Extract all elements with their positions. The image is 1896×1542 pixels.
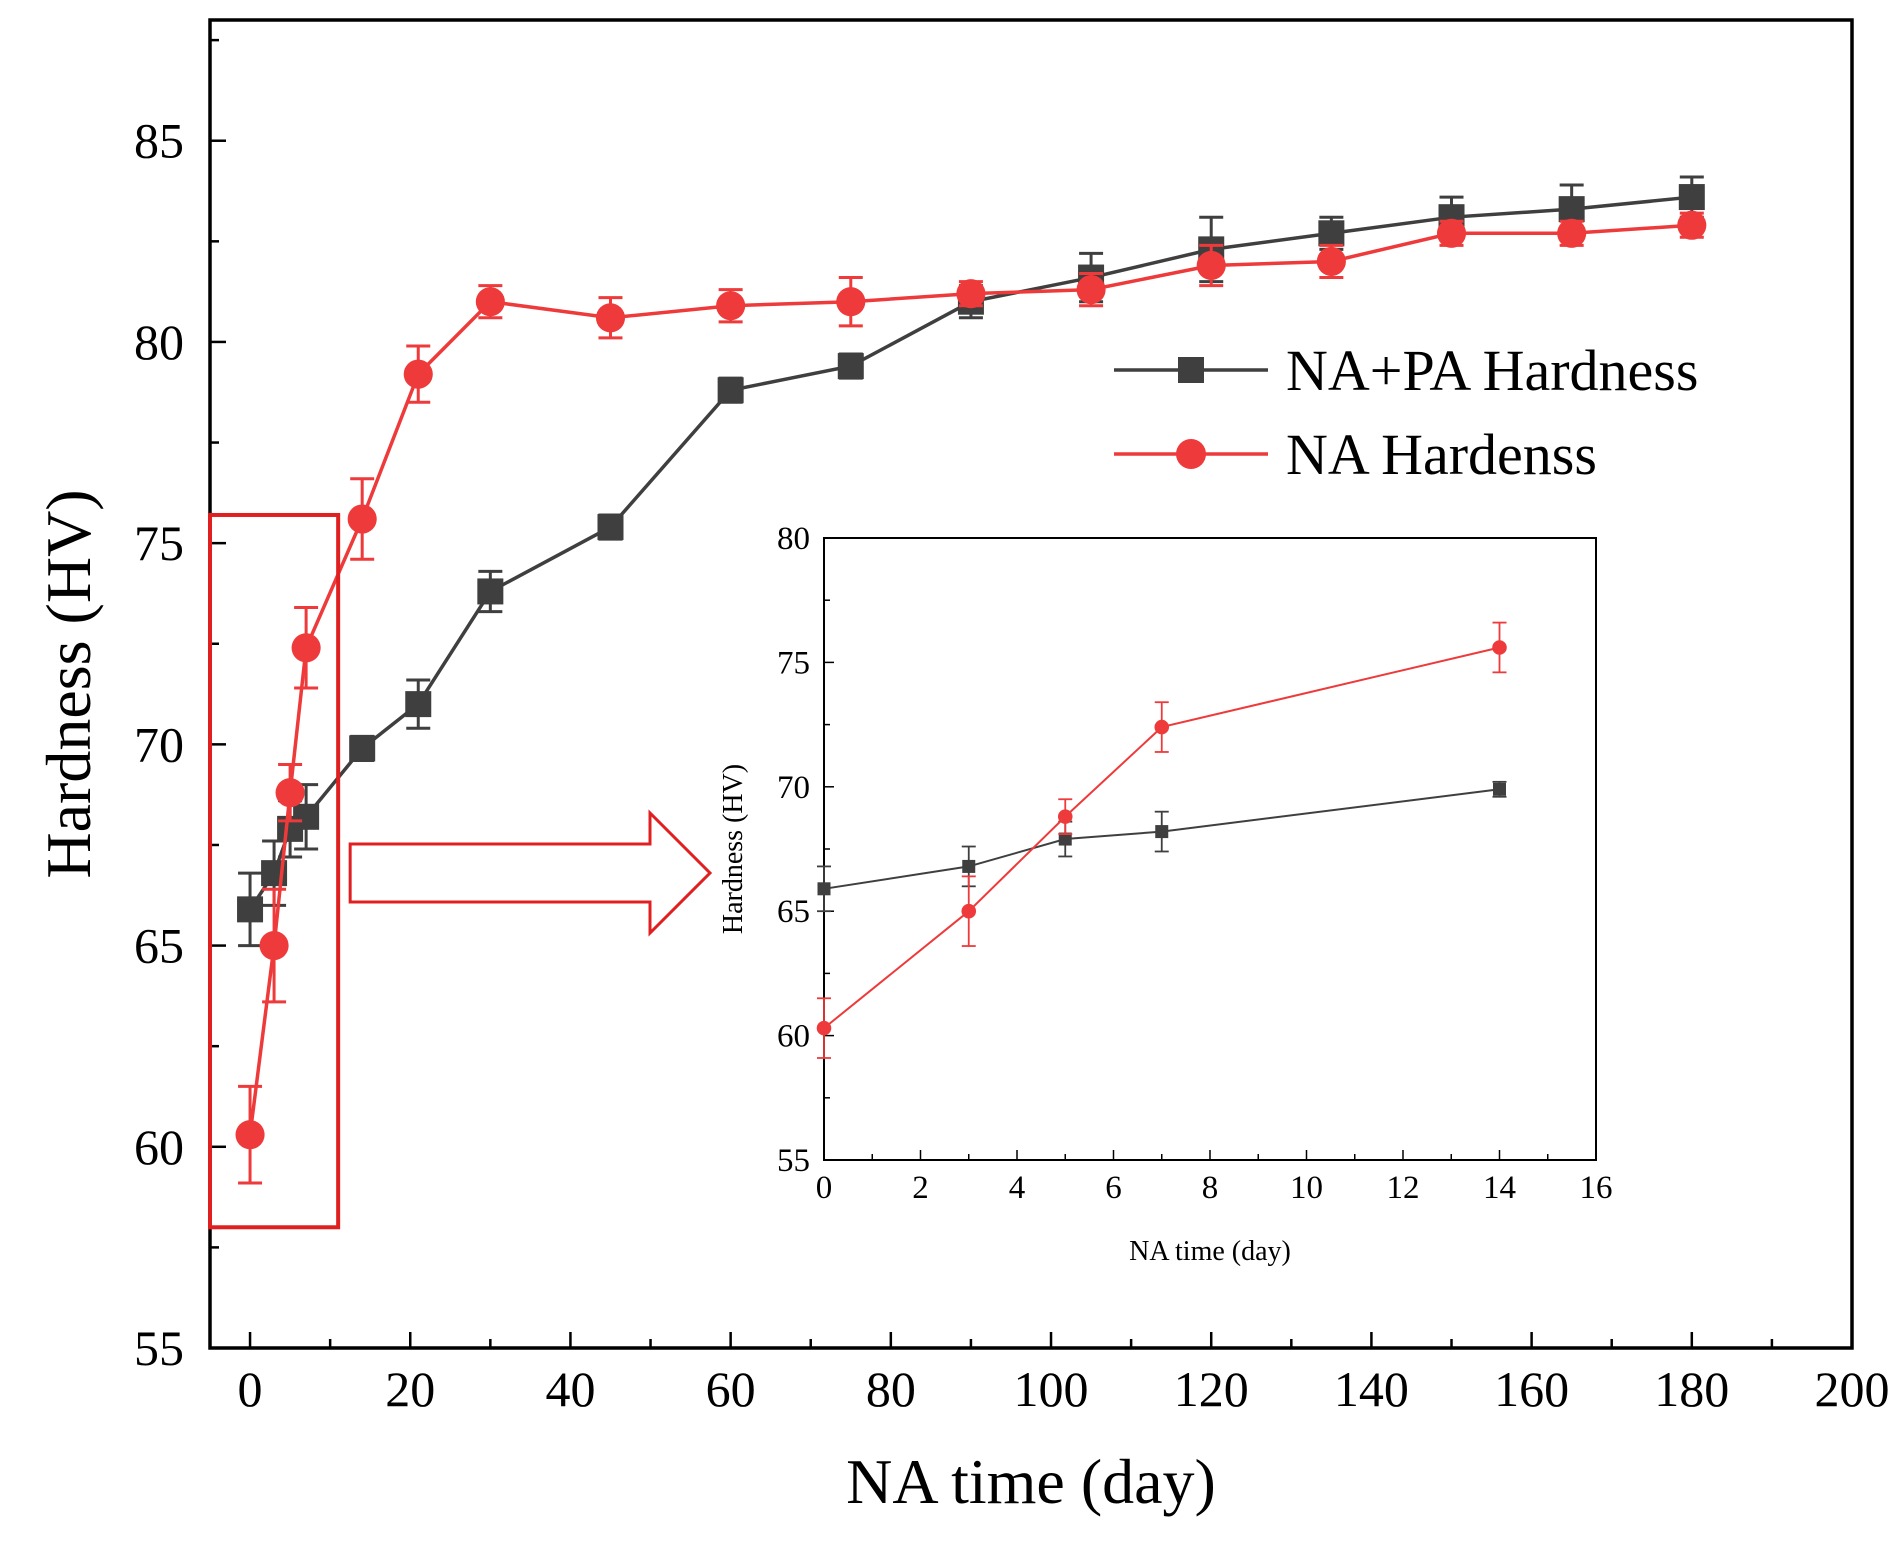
series-na-pa [237,175,1705,948]
x-tick-label: 40 [545,1361,595,1417]
data-point-circle [836,287,866,317]
inset-data-point-circle [1154,719,1170,735]
x-tick-label: 80 [866,1361,916,1417]
inset-chart: 0 2 4 6 8 10 12 14 16 55 60 65 70 75 80 NA time (day) Ha… [718,521,1613,1267]
data-point-circle [1076,275,1106,305]
inset-plot-frame [823,537,1597,1161]
data-point-square [237,896,264,923]
data-point-square [1558,196,1585,223]
data-point-square [717,377,744,404]
inset-series-na [816,621,1507,1059]
inset-data-point-circle [816,1020,832,1036]
data-point-square [597,514,624,541]
data-point-square [477,578,504,605]
legend-marker-square [1178,357,1204,383]
inset-data-point-square [1493,782,1506,796]
data-point-circle [1557,218,1587,248]
inset-x-tick-label: 4 [1009,1170,1026,1206]
inset-x-tick-label: 12 [1387,1170,1420,1206]
legend-label: NA Hardenss [1286,422,1597,487]
data-point-circle [403,359,433,389]
inset-data-point-square [1058,832,1072,846]
inset-y-tick-label: 65 [777,894,810,930]
data-point-square [405,691,432,718]
legend-marker-circle [1176,439,1206,469]
data-point-square [293,803,320,830]
main-chart: 0 20 40 60 80 100 120 140 160 180 2005560657075808… [33,18,1890,1517]
zoom-region-box [208,512,341,1230]
inset-x-tick-label: 8 [1202,1170,1219,1206]
y-tick-label: 85 [134,113,184,169]
x-tick-label: 180 [1654,1361,1729,1417]
x-tick-label: 120 [1174,1361,1249,1417]
inset-y-tick-label: 80 [777,521,810,557]
data-point-circle [475,287,505,317]
zoom-arrow [348,809,713,937]
inset-y-tick-label: 75 [777,645,810,681]
data-point-circle [259,931,289,961]
data-point-circle [1677,210,1707,240]
x-tick-label: 140 [1334,1361,1409,1417]
inset-x-tick-label: 16 [1580,1170,1613,1206]
inset-data-point-square [1155,825,1169,839]
data-point-circle [347,504,377,534]
x-tick-label: 160 [1494,1361,1569,1417]
inset-y-axis-title: Hardness (HV) [718,764,749,934]
inset-data-point-circle [1057,809,1073,824]
x-axis-title: NA time (day) [846,1446,1216,1517]
y-tick-label: 55 [134,1320,184,1376]
inset-series-na-pa [817,780,1507,913]
x-tick-label: 100 [1014,1361,1089,1417]
data-point-square [837,353,864,380]
x-tick-label: 60 [706,1361,756,1417]
inset-x-tick-label: 6 [1105,1170,1122,1206]
y-axis-title: Hardness (HV) [33,489,104,878]
inset-y-tick-label: 55 [777,1143,810,1179]
x-tick-label: 20 [385,1361,435,1417]
data-point-circle [1196,250,1226,281]
series-na [235,210,1707,1185]
data-point-circle [235,1120,265,1150]
data-point-circle [595,303,626,333]
inset-x-tick-label: 2 [912,1170,929,1206]
y-tick-label: 70 [134,716,184,772]
data-point-square [1678,184,1705,211]
inset-x-tick-label: 14 [1483,1170,1516,1206]
inset-data-point-square [962,859,976,873]
inset-data-point-circle [1492,640,1507,655]
inset-data-point-square [817,882,831,896]
data-point-circle [1436,218,1467,248]
data-point-circle [716,291,746,321]
inset-y-tick-label: 70 [777,770,810,806]
x-tick-label: 200 [1815,1361,1890,1417]
data-point-circle [275,778,305,808]
y-tick-label: 65 [134,918,184,974]
inset-y-tick-label: 60 [777,1019,810,1055]
data-point-square [349,735,376,762]
plot-frame [208,18,1854,1350]
legend: NA+PA Hardness NA Hardenss [1114,338,1698,487]
inset-data-point-circle [961,903,977,919]
data-point-square [1318,220,1345,247]
inset-x-tick-label: 10 [1290,1170,1323,1206]
data-point-circle [291,633,321,663]
y-tick-label: 60 [134,1119,184,1175]
y-tick-label: 80 [134,314,184,370]
inset-x-tick-label: 0 [816,1170,833,1206]
inset-x-axis-title: NA time (day) [1129,1236,1291,1267]
zoom-highlight [208,512,713,1230]
data-point-circle [1316,246,1346,277]
legend-label: NA+PA Hardness [1286,338,1698,403]
data-point-circle [956,279,986,309]
y-tick-label: 75 [134,515,184,571]
x-tick-label: 0 [238,1361,263,1417]
